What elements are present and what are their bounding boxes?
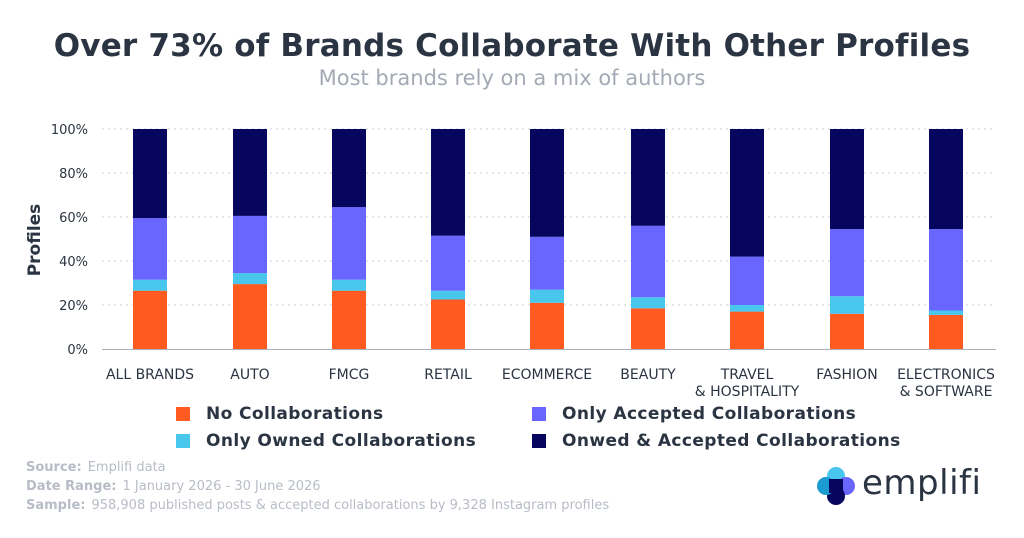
bar-segment-only-owned-collaborations [233, 273, 267, 285]
legend-swatch [176, 407, 190, 421]
logo-wordmark: emplifi [862, 463, 982, 503]
bar-segment-onwed-accepted-collaborations [133, 129, 167, 219]
bar-segment-onwed-accepted-collaborations [530, 129, 564, 237]
bar-segment-only-owned-collaborations [830, 296, 864, 314]
x-tick-label: FMCG [329, 367, 370, 383]
bar-segment-only-accepted-collaborations [830, 229, 864, 297]
chart-title: Over 73% of Brands Collaborate With Othe… [53, 28, 971, 64]
x-tick-label: ALL BRANDS [106, 367, 194, 383]
bar-segment-only-accepted-collaborations [530, 236, 564, 290]
bar-segment-only-accepted-collaborations [431, 235, 465, 291]
bar-segment-no-collaborations [631, 308, 665, 349]
bar-segment-onwed-accepted-collaborations [929, 129, 963, 230]
date-range-value: 1 January 2026 - 30 June 2026 [122, 479, 321, 494]
stacked-bar-chart: 0% 20% 40% 60% 80% 100% ALL BRANDS AUTO FMCG RET… [25, 123, 996, 400]
legend-label: Only Owned Collaborations [206, 431, 477, 451]
date-range-line: Date Range: 1 January 2026 - 30 June 2026 [26, 479, 321, 494]
bar-segment-only-owned-collaborations [730, 305, 764, 312]
sample-line: Sample: 958,908 published posts & accepte… [26, 498, 609, 513]
bar-segment-only-accepted-collaborations [631, 225, 665, 298]
bar-segment-only-owned-collaborations [133, 279, 167, 291]
bar-segment-only-owned-collaborations [332, 279, 366, 291]
emplifi-clover-icon [817, 467, 855, 505]
y-tick-label: 80% [59, 167, 88, 182]
bar-segment-only-owned-collaborations [431, 290, 465, 300]
y-tick-labels: 0% 20% 40% 60% 80% 100% [51, 123, 88, 358]
bar-segment-onwed-accepted-collaborations [830, 129, 864, 230]
source-key: Source: [26, 460, 82, 475]
x-tick-label: TRAVEL & HOSPITALITY [695, 367, 800, 400]
bar-segment-only-owned-collaborations [929, 310, 963, 315]
emplifi-logo: emplifi [816, 463, 991, 506]
bar-segment-only-accepted-collaborations [929, 229, 963, 311]
bar-segment-no-collaborations [830, 313, 864, 349]
bar-segment-only-accepted-collaborations [133, 218, 167, 280]
bar-segment-onwed-accepted-collaborations [431, 129, 465, 236]
bar-segment-only-owned-collaborations [631, 297, 665, 309]
legend-swatch [176, 434, 190, 448]
x-tick-label: ECOMMERCE [502, 367, 592, 383]
date-range-key: Date Range: [26, 479, 117, 494]
bar-segment-onwed-accepted-collaborations [730, 129, 764, 257]
y-tick-label: 60% [59, 211, 88, 226]
x-tick-label: ELECTRONICS & SOFTWARE [897, 367, 995, 400]
y-tick-label: 20% [59, 299, 88, 314]
y-tick-label: 0% [67, 343, 88, 358]
bar-segment-only-owned-collaborations [530, 289, 564, 303]
legend-item-owned-and-accepted-collaborations: Onwed & Accepted Collaborations [532, 431, 901, 451]
bar-segment-onwed-accepted-collaborations [631, 129, 665, 226]
bar-segment-no-collaborations [233, 284, 267, 349]
bar-segment-only-accepted-collaborations [233, 215, 267, 274]
sample-value: 958,908 published posts & accepted colla… [91, 498, 610, 513]
x-tick-label: AUTO [230, 367, 269, 383]
legend-swatch [532, 407, 546, 421]
source-line: Source: Emplifi data [26, 460, 166, 475]
source-value: Emplifi data [87, 460, 166, 475]
y-tick-label: 100% [51, 123, 88, 138]
bar-segment-no-collaborations [730, 311, 764, 349]
legend-swatch [532, 434, 546, 448]
legend-item-no-collaborations: No Collaborations [176, 404, 383, 424]
legend-item-only-accepted-collaborations: Only Accepted Collaborations [532, 404, 856, 424]
bars [133, 129, 963, 349]
bar-segment-no-collaborations [431, 299, 465, 349]
bar-segment-only-accepted-collaborations [332, 207, 366, 280]
sample-key: Sample: [26, 498, 86, 513]
x-tick-label: RETAIL [424, 367, 472, 383]
bar-segment-onwed-accepted-collaborations [332, 129, 366, 208]
bar-segment-no-collaborations [133, 290, 167, 349]
y-axis-label: Profiles [25, 204, 45, 277]
legend-label: No Collaborations [206, 404, 384, 424]
bar-segment-onwed-accepted-collaborations [233, 129, 267, 216]
legend-label: Only Accepted Collaborations [562, 404, 857, 424]
bar-segment-no-collaborations [530, 302, 564, 349]
y-tick-label: 40% [59, 255, 88, 270]
legend-label: Onwed & Accepted Collaborations [562, 431, 901, 451]
bar-segment-only-accepted-collaborations [730, 256, 764, 305]
chart-subtitle: Most brands rely on a mix of authors [318, 66, 706, 90]
x-tick-labels: ALL BRANDS AUTO FMCG RETAIL ECOMMERCE BEAUTY T… [106, 367, 995, 400]
x-tick-label: BEAUTY [620, 367, 676, 383]
bar-segment-no-collaborations [332, 290, 366, 349]
legend-item-only-owned-collaborations: Only Owned Collaborations [176, 431, 476, 451]
bar-segment-no-collaborations [929, 314, 963, 349]
x-tick-label: FASHION [816, 367, 877, 383]
